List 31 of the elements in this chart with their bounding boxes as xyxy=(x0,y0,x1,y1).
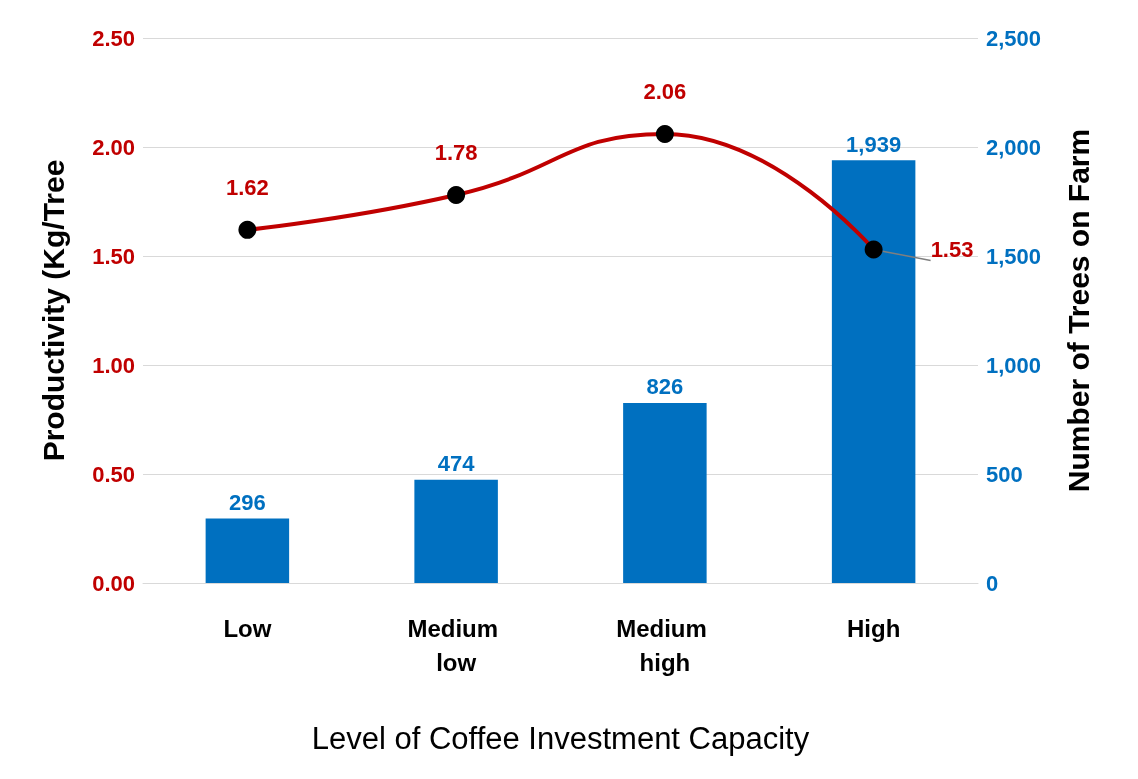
y2-tick-label: 2,000 xyxy=(986,134,1042,160)
x-axis-title: Level of Coffee Investment Capacity xyxy=(311,721,810,756)
data-label: 1.78 xyxy=(434,140,478,166)
bar xyxy=(623,402,707,583)
y-tick-label: 0.50 xyxy=(92,461,135,487)
x-tick-label: Low xyxy=(223,614,272,642)
y2-tick-label: 1,000 xyxy=(986,352,1042,378)
y-tick-label: 2.50 xyxy=(92,25,135,51)
y2-tick-label: 2,500 xyxy=(986,25,1042,51)
y2-axis-title: Number of Trees on Farm xyxy=(1061,128,1095,493)
data-label: 1,939 xyxy=(846,131,902,157)
y-axis-title: Productivity (Kg/Tree xyxy=(36,159,70,462)
x-tick-label: High xyxy=(846,614,901,642)
bar xyxy=(414,479,498,583)
bar xyxy=(831,160,916,583)
y-tick-label: 1.00 xyxy=(92,352,135,378)
data-label: 826 xyxy=(646,374,684,400)
x-tick-label: Medium high xyxy=(616,614,714,676)
y2-tick-label: 1,500 xyxy=(986,243,1042,269)
x-tick-label: Medium low xyxy=(407,614,505,676)
y2-tick-label: 0 xyxy=(986,570,999,596)
y-tick-label: 2.00 xyxy=(92,134,135,160)
y2-tick-label: 500 xyxy=(986,461,1023,487)
bar xyxy=(205,518,290,583)
y-tick-label: 1.50 xyxy=(92,243,135,269)
data-label: 1.62 xyxy=(225,175,269,201)
data-label: 296 xyxy=(229,489,266,515)
data-label: 2.06 xyxy=(643,79,687,105)
data-label: 474 xyxy=(437,451,476,477)
data-label: 1.53 xyxy=(930,236,974,262)
y-tick-label: 0.00 xyxy=(92,570,135,596)
